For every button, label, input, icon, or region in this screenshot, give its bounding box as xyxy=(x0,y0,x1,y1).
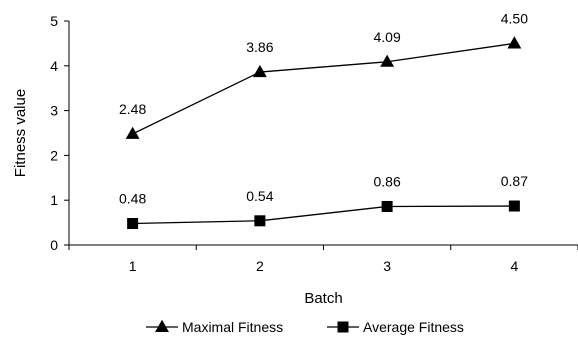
data-label: 0.48 xyxy=(119,190,146,206)
x-tick-label: 1 xyxy=(129,258,137,274)
legend-item: Average Fitness xyxy=(327,319,464,335)
x-axis-title: Batch xyxy=(304,290,342,307)
x-tick-label: 3 xyxy=(383,258,391,274)
series-maximal-fitness: 2.48 3.86 4.09 4.50 xyxy=(119,10,528,139)
x-tick-label: 2 xyxy=(256,258,264,274)
legend-item: Maximal Fitness xyxy=(146,319,283,335)
data-label: 4.50 xyxy=(501,10,528,26)
legend: Maximal Fitness Average Fitness xyxy=(146,319,464,335)
series-line xyxy=(132,205,515,225)
y-tick-label: 4 xyxy=(50,58,58,74)
series-average-fitness: 0.48 0.54 0.86 0.87 xyxy=(119,173,528,229)
data-point xyxy=(381,200,393,212)
y-tick-label: 1 xyxy=(50,192,58,208)
data-label: 0.86 xyxy=(374,173,401,189)
data-point xyxy=(125,126,140,139)
data-label: 4.09 xyxy=(374,29,401,45)
legend-label: Maximal Fitness xyxy=(182,319,283,335)
y-axis-title: Fitness value xyxy=(12,89,29,177)
series-layer: 2.48 3.86 4.09 4.50 0.48 0.54 0.86 0.87 xyxy=(119,10,528,229)
x-tick-label: 4 xyxy=(510,258,518,274)
y-tick-label: 0 xyxy=(50,237,58,253)
legend-marker-triangle xyxy=(155,319,169,333)
data-label: 0.87 xyxy=(501,173,528,189)
legend-marker-square xyxy=(337,321,349,333)
y-tick-label: 2 xyxy=(50,147,58,163)
data-label: 2.48 xyxy=(119,101,146,117)
data-label: 3.86 xyxy=(246,39,273,55)
y-tick-label: 3 xyxy=(50,103,58,119)
y-tick-label: 5 xyxy=(50,13,58,29)
chart-axes: 0 1 2 3 4 5 1 2 3 4 Batch Fitness value xyxy=(12,13,578,307)
legend-label: Average Fitness xyxy=(363,319,464,335)
data-point xyxy=(252,64,267,78)
data-point xyxy=(508,200,520,212)
data-point xyxy=(380,54,395,67)
data-point xyxy=(127,217,139,229)
data-point xyxy=(507,36,522,49)
series-line xyxy=(132,42,515,135)
data-label: 0.54 xyxy=(246,188,273,204)
data-point xyxy=(254,215,266,227)
